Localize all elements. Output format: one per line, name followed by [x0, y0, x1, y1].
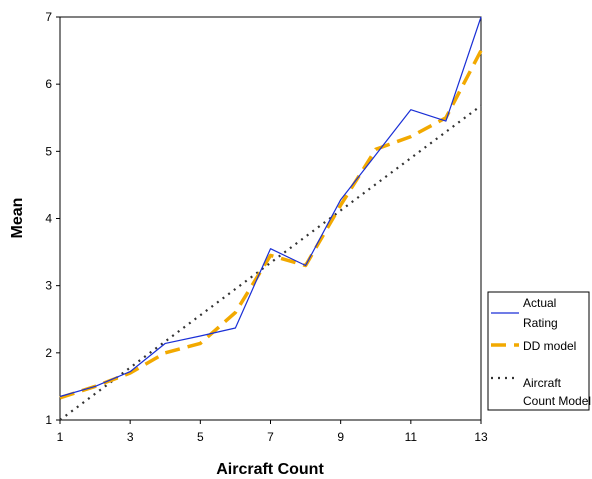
- x-tick-label: 3: [127, 430, 134, 444]
- legend-box: [487, 291, 590, 411]
- series-layer: [59, 16, 483, 421]
- legend: Actual Rating DD model Aircraft Count Model: [487, 291, 591, 411]
- y-tick-label: 3: [45, 279, 52, 293]
- x-tick-label: 9: [337, 430, 344, 444]
- x-axis: 1 3 5 7 9 11 13: [57, 420, 488, 444]
- legend-label: Actual: [523, 296, 556, 310]
- y-tick-label: 2: [45, 346, 52, 360]
- y-axis-title: Mean: [9, 198, 26, 239]
- legend-label: Count Model: [523, 394, 591, 408]
- y-tick-label: 1: [45, 413, 52, 427]
- x-tick-label: 11: [405, 430, 418, 444]
- x-axis-title: Aircraft Count: [216, 461, 324, 478]
- plot-frame: [59, 16, 482, 421]
- x-tick-label: 5: [197, 430, 204, 444]
- y-tick-label: 5: [45, 144, 52, 158]
- legend-label: Rating: [523, 316, 558, 330]
- legend-label: DD model: [523, 339, 576, 353]
- x-tick-label: 1: [57, 430, 64, 444]
- y-tick-label: 7: [45, 10, 52, 24]
- y-axis: 1 2 3 4 5 6 7: [45, 10, 60, 427]
- series-line-actual-rating: [59, 16, 482, 398]
- series-line-dd-model: [59, 49, 483, 400]
- legend-label: Aircraft: [523, 376, 562, 390]
- y-tick-label: 6: [45, 77, 52, 91]
- x-tick-label: 13: [474, 430, 488, 444]
- y-tick-label: 4: [45, 212, 52, 226]
- x-tick-label: 7: [267, 430, 274, 444]
